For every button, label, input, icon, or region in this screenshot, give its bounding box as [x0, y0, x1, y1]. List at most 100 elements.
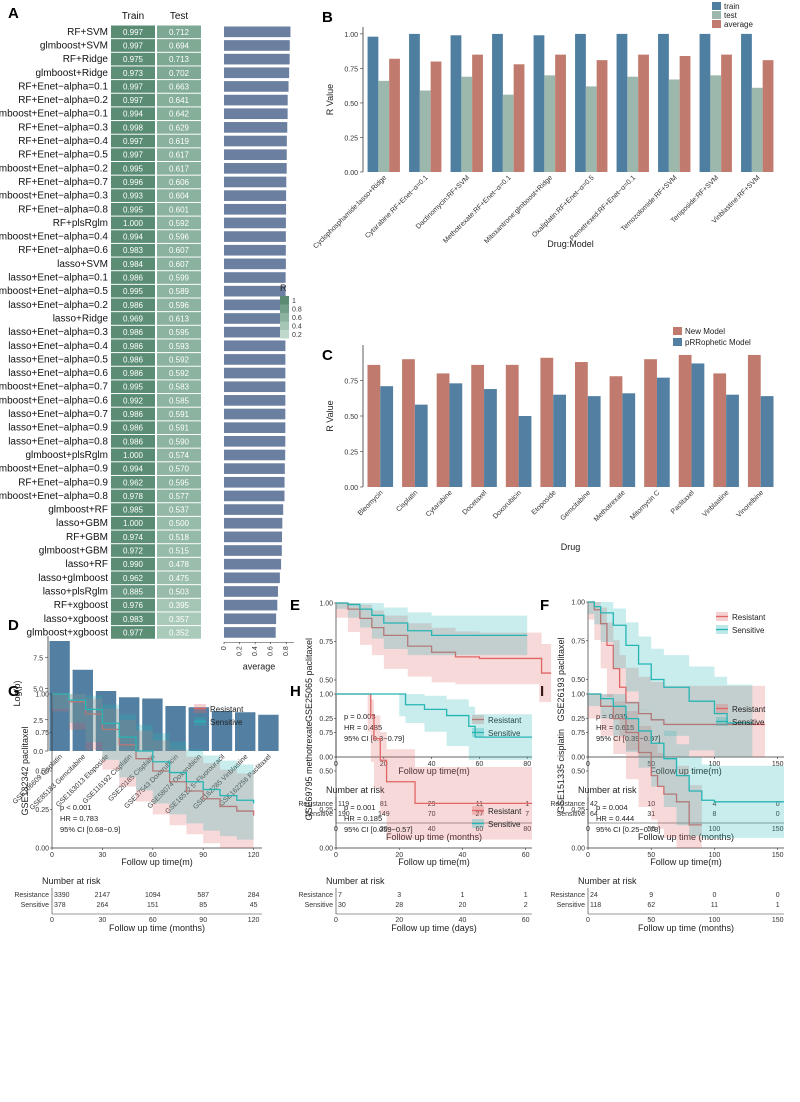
y-tick-label: 1.00 [571, 692, 585, 699]
test-value: 0.592 [169, 219, 190, 228]
stat-text: 95% CI [0.25−0.78] [596, 825, 660, 834]
row-label: glmboost+Enet−alpha=0.4 [0, 232, 108, 243]
risk-group-label: Sensitive [305, 811, 334, 818]
test-value: 0.642 [169, 110, 190, 119]
stat-text: p = 0.035 [596, 712, 628, 721]
row-label: lasso+Enet−alpha=0.6 [8, 368, 108, 379]
bar [258, 714, 279, 751]
legend-label: 0.2 [292, 332, 302, 339]
y-tick-label: 0.50 [344, 414, 358, 421]
test-cell [157, 394, 201, 407]
average-bar [224, 272, 286, 283]
average-bar [224, 381, 286, 393]
test-value: 0.663 [169, 82, 190, 91]
train-cell [111, 435, 155, 448]
x-tick-label: 30 [99, 852, 107, 859]
row-label: lasso+SVM [57, 259, 108, 270]
panel-a-heatmap: Train Test RF+SVM 0.997 0.712 glmboost+SVM 0.9… [0, 11, 302, 671]
test-cell [157, 175, 201, 189]
bar-train [409, 33, 420, 173]
risk-count: 64 [590, 811, 598, 818]
legend-label: Resistant [488, 716, 522, 725]
x-tick-label: 0 [334, 852, 338, 859]
bar [165, 706, 186, 751]
train-value: 1.000 [123, 519, 144, 528]
train-value: 0.994 [123, 110, 144, 119]
x-tick-label: 60 [476, 761, 484, 768]
row-label: RF+Enet−alpha=0.8 [18, 204, 108, 215]
average-bar [224, 627, 276, 638]
train-value: 0.974 [123, 533, 144, 542]
risk-count: 20 [459, 902, 467, 909]
risk-x-tick-label: 80 [523, 826, 531, 833]
test-value: 0.595 [169, 328, 190, 337]
test-cell [157, 380, 201, 394]
bar-test [378, 80, 390, 172]
panel-label-B: B [322, 9, 333, 26]
test-cell [157, 107, 201, 121]
x-axis-label: Drug [561, 542, 581, 552]
average-bar [224, 517, 283, 529]
train-cell [111, 25, 155, 39]
y-axis-label: Log(p) [12, 680, 22, 706]
row-label: glmboost+Enet−alpha=0.9 [0, 464, 108, 475]
train-cell [111, 489, 155, 503]
train-value: 0.975 [123, 55, 144, 64]
row-label: glmboost+Enet−alpha=0.1 [0, 109, 108, 120]
risk-count: 4 [712, 801, 716, 808]
x-tick-label: 150 [772, 852, 784, 859]
y-axis-label: GSE25065 paclitaxel [304, 638, 314, 722]
average-bar [224, 367, 286, 379]
sensitive-survival-curve [588, 601, 753, 724]
panel-label-E: E [290, 597, 300, 614]
bar-train [367, 36, 379, 172]
average-bar [224, 94, 288, 106]
train-cell [111, 544, 155, 557]
train-cell [111, 66, 155, 80]
x-tick-label: 150 [772, 761, 784, 768]
test-value: 0.641 [169, 96, 190, 105]
test-value: 0.713 [169, 55, 190, 64]
train-cell [111, 312, 155, 325]
stat-text: 95% CI [0.39−0.97] [596, 734, 660, 743]
bar-train [699, 33, 711, 173]
row-label: lasso+Enet−alpha=0.7 [8, 409, 108, 420]
test-cell [157, 503, 201, 516]
x-tick-label: Gemcitabine [559, 489, 592, 522]
train-value: 0.997 [123, 82, 144, 91]
train-cell [111, 148, 155, 161]
bar-average [721, 54, 732, 172]
train-value: 0.994 [123, 233, 144, 242]
risk-count: 0 [776, 892, 780, 899]
bar-new-model [678, 354, 692, 487]
legend-label: test [724, 11, 738, 20]
legend-label: 1 [292, 298, 296, 305]
average-bar [224, 163, 287, 174]
y-tick-label: 0.25 [319, 716, 333, 723]
y-tick-label: 0.75 [571, 730, 585, 737]
average-bar [224, 463, 285, 474]
risk-count: 62 [647, 902, 655, 909]
test-value: 0.595 [169, 478, 190, 487]
average-bar [224, 476, 285, 488]
row-label: lasso+Enet−alpha=0.1 [8, 273, 108, 284]
row-label: RF+Enet−alpha=0.4 [18, 136, 108, 147]
risk-count: 42 [590, 801, 598, 808]
x-tick-label: 90 [199, 852, 207, 859]
average-bar [224, 504, 284, 515]
test-value: 0.591 [169, 424, 190, 433]
risk-x-tick-label: 0 [50, 917, 54, 924]
bar-prrophetic-model [760, 396, 774, 487]
train-value: 0.996 [123, 178, 144, 187]
average-bar [224, 231, 286, 242]
legend-label: 0.6 [292, 315, 302, 322]
y-tick-label: 0.0 [33, 749, 43, 756]
row-label: glmboost+GBM [39, 546, 108, 557]
legend-title: R [280, 283, 287, 293]
train-value: 0.986 [123, 424, 144, 433]
y-axis-label: R Value [325, 400, 335, 431]
risk-count: 2147 [95, 892, 111, 899]
y-tick-label: 0.00 [571, 846, 585, 853]
train-value: 0.990 [123, 560, 144, 569]
train-value: 0.977 [123, 628, 144, 637]
